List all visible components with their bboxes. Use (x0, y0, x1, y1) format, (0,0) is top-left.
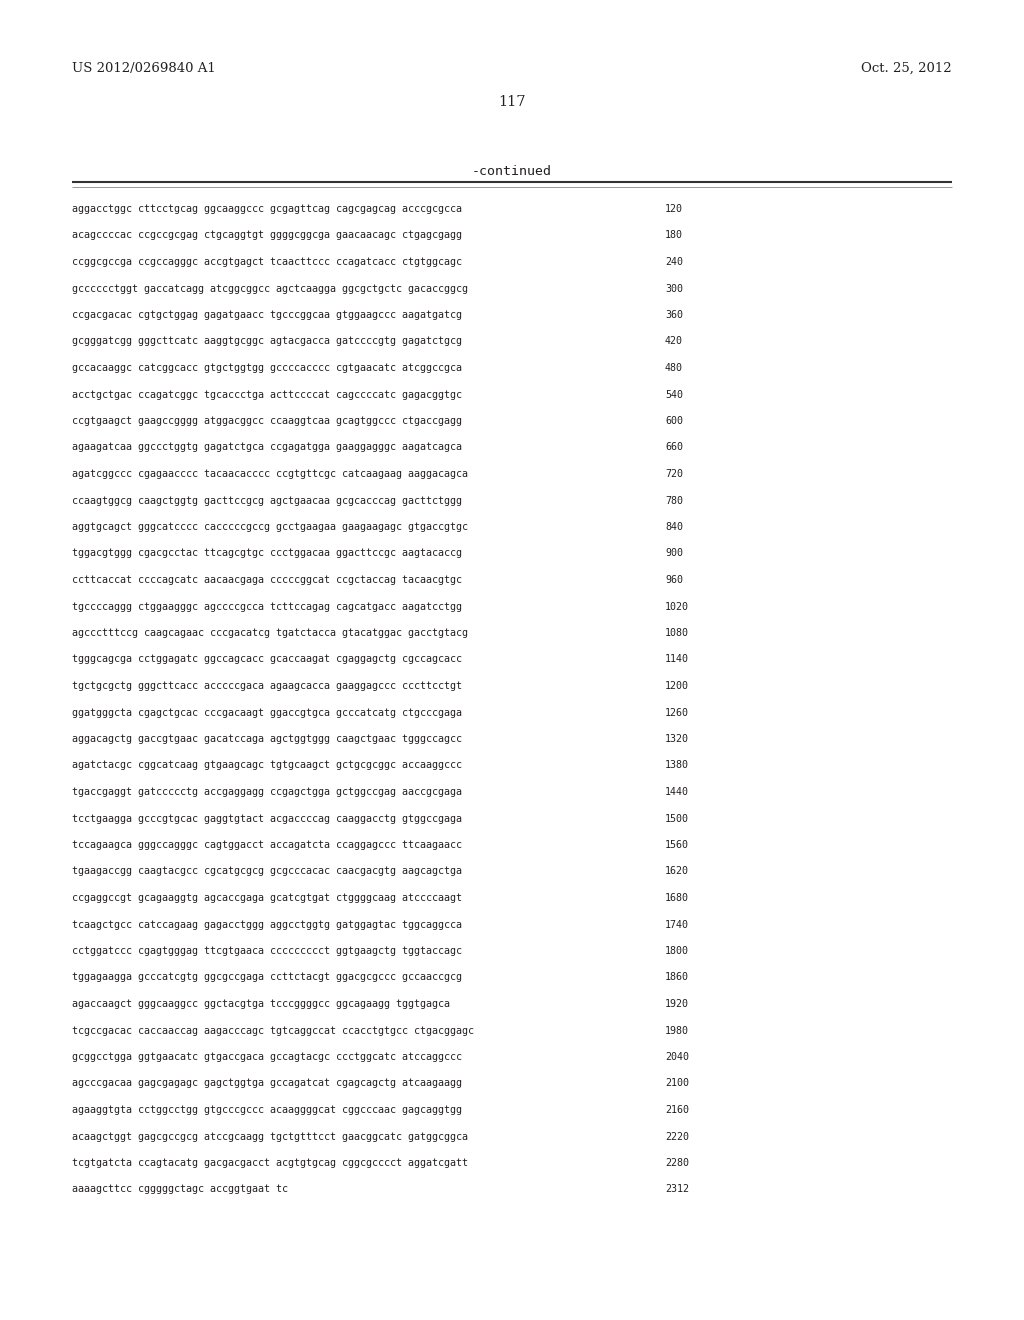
Text: aggacagctg gaccgtgaac gacatccaga agctggtggg caagctgaac tgggccagcc: aggacagctg gaccgtgaac gacatccaga agctggt… (72, 734, 462, 744)
Text: agccctttccg caagcagaac cccgacatcg tgatctacca gtacatggac gacctgtacg: agccctttccg caagcagaac cccgacatcg tgatct… (72, 628, 468, 638)
Text: 780: 780 (665, 495, 683, 506)
Text: tgaccgaggt gatccccctg accgaggagg ccgagctgga gctggccgag aaccgcgaga: tgaccgaggt gatccccctg accgaggagg ccgagct… (72, 787, 462, 797)
Text: tcgtgatcta ccagtacatg gacgacgacct acgtgtgcag cggcgcccct aggatcgatt: tcgtgatcta ccagtacatg gacgacgacct acgtgt… (72, 1158, 468, 1168)
Text: tggacgtggg cgacgcctac ttcagcgtgc ccctggacaa ggacttccgc aagtacaccg: tggacgtggg cgacgcctac ttcagcgtgc ccctgga… (72, 549, 462, 558)
Text: 1800: 1800 (665, 946, 689, 956)
Text: 1440: 1440 (665, 787, 689, 797)
Text: 1320: 1320 (665, 734, 689, 744)
Text: 180: 180 (665, 231, 683, 240)
Text: gccacaaggc catcggcacc gtgctggtgg gccccacccc cgtgaacatc atcggccgca: gccacaaggc catcggcacc gtgctggtgg gccccac… (72, 363, 462, 374)
Text: cctggatccc cgagtgggag ttcgtgaaca ccccccccct ggtgaagctg tggtaccagc: cctggatccc cgagtgggag ttcgtgaaca ccccccc… (72, 946, 462, 956)
Text: 1380: 1380 (665, 760, 689, 771)
Text: agaccaagct gggcaaggcc ggctacgtga tcccggggcc ggcagaagg tggtgagca: agaccaagct gggcaaggcc ggctacgtga tcccggg… (72, 999, 450, 1008)
Text: 420: 420 (665, 337, 683, 346)
Text: 1200: 1200 (665, 681, 689, 690)
Text: 1020: 1020 (665, 602, 689, 611)
Text: US 2012/0269840 A1: US 2012/0269840 A1 (72, 62, 216, 75)
Text: agaaggtgta cctggcctgg gtgcccgccc acaaggggcat cggcccaac gagcaggtgg: agaaggtgta cctggcctgg gtgcccgccc acaaggg… (72, 1105, 462, 1115)
Text: tcgccgacac caccaaccag aagacccagc tgtcaggccat ccacctgtgcc ctgacggagc: tcgccgacac caccaaccag aagacccagc tgtcagg… (72, 1026, 474, 1035)
Text: 1860: 1860 (665, 973, 689, 982)
Text: ccgtgaagct gaagccgggg atggacggcc ccaaggtcaa gcagtggccc ctgaccgagg: ccgtgaagct gaagccgggg atggacggcc ccaaggt… (72, 416, 462, 426)
Text: 2312: 2312 (665, 1184, 689, 1195)
Text: 1920: 1920 (665, 999, 689, 1008)
Text: 660: 660 (665, 442, 683, 453)
Text: tgaagaccgg caagtacgcc cgcatgcgcg gcgcccacac caacgacgtg aagcagctga: tgaagaccgg caagtacgcc cgcatgcgcg gcgccca… (72, 866, 462, 876)
Text: 300: 300 (665, 284, 683, 293)
Text: acaagctggt gagcgccgcg atccgcaagg tgctgtttcct gaacggcatc gatggcggca: acaagctggt gagcgccgcg atccgcaagg tgctgtt… (72, 1131, 468, 1142)
Text: 600: 600 (665, 416, 683, 426)
Text: tgggcagcga cctggagatc ggccagcacc gcaccaagat cgaggagctg cgccagcacc: tgggcagcga cctggagatc ggccagcacc gcaccaa… (72, 655, 462, 664)
Text: 900: 900 (665, 549, 683, 558)
Text: -continued: -continued (472, 165, 552, 178)
Text: tcaagctgcc catccagaag gagacctggg aggcctggtg gatggagtac tggcaggcca: tcaagctgcc catccagaag gagacctggg aggcctg… (72, 920, 462, 929)
Text: ccggcgccga ccgccagggc accgtgagct tcaacttccc ccagatcacc ctgtggcagc: ccggcgccga ccgccagggc accgtgagct tcaactt… (72, 257, 462, 267)
Text: aaaagcttcc cgggggctagc accggtgaat tc: aaaagcttcc cgggggctagc accggtgaat tc (72, 1184, 288, 1195)
Text: gcccccctggt gaccatcagg atcggcggcc agctcaagga ggcgctgctc gacaccggcg: gcccccctggt gaccatcagg atcggcggcc agctca… (72, 284, 468, 293)
Text: 120: 120 (665, 205, 683, 214)
Text: 1260: 1260 (665, 708, 689, 718)
Text: 1560: 1560 (665, 840, 689, 850)
Text: gcgggatcgg gggcttcatc aaggtgcggc agtacgacca gatccccgtg gagatctgcg: gcgggatcgg gggcttcatc aaggtgcggc agtacga… (72, 337, 462, 346)
Text: 480: 480 (665, 363, 683, 374)
Text: tgccccaggg ctggaagggc agccccgcca tcttccagag cagcatgacc aagatcctgg: tgccccaggg ctggaagggc agccccgcca tcttcca… (72, 602, 462, 611)
Text: 2280: 2280 (665, 1158, 689, 1168)
Text: 117: 117 (499, 95, 525, 110)
Text: 1080: 1080 (665, 628, 689, 638)
Text: ggatgggcta cgagctgcac cccgacaagt ggaccgtgca gcccatcatg ctgcccgaga: ggatgggcta cgagctgcac cccgacaagt ggaccgt… (72, 708, 462, 718)
Text: 540: 540 (665, 389, 683, 400)
Text: gcggcctgga ggtgaacatc gtgaccgaca gccagtacgc ccctggcatc atccaggccc: gcggcctgga ggtgaacatc gtgaccgaca gccagta… (72, 1052, 462, 1063)
Text: 1980: 1980 (665, 1026, 689, 1035)
Text: 2100: 2100 (665, 1078, 689, 1089)
Text: acctgctgac ccagatcggc tgcaccctga acttccccat cagccccatc gagacggtgc: acctgctgac ccagatcggc tgcaccctga acttccc… (72, 389, 462, 400)
Text: agaagatcaa ggccctggtg gagatctgca ccgagatgga gaaggagggc aagatcagca: agaagatcaa ggccctggtg gagatctgca ccgagat… (72, 442, 462, 453)
Text: 720: 720 (665, 469, 683, 479)
Text: agatctacgc cggcatcaag gtgaagcagc tgtgcaagct gctgcgcggc accaaggccc: agatctacgc cggcatcaag gtgaagcagc tgtgcaa… (72, 760, 462, 771)
Text: 360: 360 (665, 310, 683, 319)
Text: 2040: 2040 (665, 1052, 689, 1063)
Text: tggagaagga gcccatcgtg ggcgccgaga ccttctacgt ggacgcgccc gccaaccgcg: tggagaagga gcccatcgtg ggcgccgaga ccttcta… (72, 973, 462, 982)
Text: 1140: 1140 (665, 655, 689, 664)
Text: 840: 840 (665, 521, 683, 532)
Text: 2160: 2160 (665, 1105, 689, 1115)
Text: 240: 240 (665, 257, 683, 267)
Text: agatcggccc cgagaacccc tacaacacccc ccgtgttcgc catcaagaag aaggacagca: agatcggccc cgagaacccc tacaacacccc ccgtgt… (72, 469, 468, 479)
Text: 1620: 1620 (665, 866, 689, 876)
Text: 2220: 2220 (665, 1131, 689, 1142)
Text: Oct. 25, 2012: Oct. 25, 2012 (861, 62, 952, 75)
Text: tgctgcgctg gggcttcacc acccccgaca agaagcacca gaaggagccc cccttcctgt: tgctgcgctg gggcttcacc acccccgaca agaagca… (72, 681, 462, 690)
Text: 1680: 1680 (665, 894, 689, 903)
Text: 1740: 1740 (665, 920, 689, 929)
Text: tcctgaagga gcccgtgcac gaggtgtact acgaccccag caaggacctg gtggccgaga: tcctgaagga gcccgtgcac gaggtgtact acgaccc… (72, 813, 462, 824)
Text: acagccccac ccgccgcgag ctgcaggtgt ggggcggcga gaacaacagc ctgagcgagg: acagccccac ccgccgcgag ctgcaggtgt ggggcgg… (72, 231, 462, 240)
Text: ccttcaccat ccccagcatc aacaacgaga cccccggcat ccgctaccag tacaacgtgc: ccttcaccat ccccagcatc aacaacgaga cccccgg… (72, 576, 462, 585)
Text: 1500: 1500 (665, 813, 689, 824)
Text: ccaagtggcg caagctggtg gacttccgcg agctgaacaa gcgcacccag gacttctggg: ccaagtggcg caagctggtg gacttccgcg agctgaa… (72, 495, 462, 506)
Text: aggtgcagct gggcatcccc cacccccgccg gcctgaagaa gaagaagagc gtgaccgtgc: aggtgcagct gggcatcccc cacccccgccg gcctga… (72, 521, 468, 532)
Text: aggacctggc cttcctgcag ggcaaggccc gcgagttcag cagcgagcag acccgcgcca: aggacctggc cttcctgcag ggcaaggccc gcgagtt… (72, 205, 462, 214)
Text: 960: 960 (665, 576, 683, 585)
Text: ccgacgacac cgtgctggag gagatgaacc tgcccggcaa gtggaagccc aagatgatcg: ccgacgacac cgtgctggag gagatgaacc tgcccgg… (72, 310, 462, 319)
Text: tccagaagca gggccagggc cagtggacct accagatcta ccaggagccc ttcaagaacc: tccagaagca gggccagggc cagtggacct accagat… (72, 840, 462, 850)
Text: ccgaggccgt gcagaaggtg agcaccgaga gcatcgtgat ctggggcaag atccccaagt: ccgaggccgt gcagaaggtg agcaccgaga gcatcgt… (72, 894, 462, 903)
Text: agcccgacaa gagcgagagc gagctggtga gccagatcat cgagcagctg atcaagaagg: agcccgacaa gagcgagagc gagctggtga gccagat… (72, 1078, 462, 1089)
